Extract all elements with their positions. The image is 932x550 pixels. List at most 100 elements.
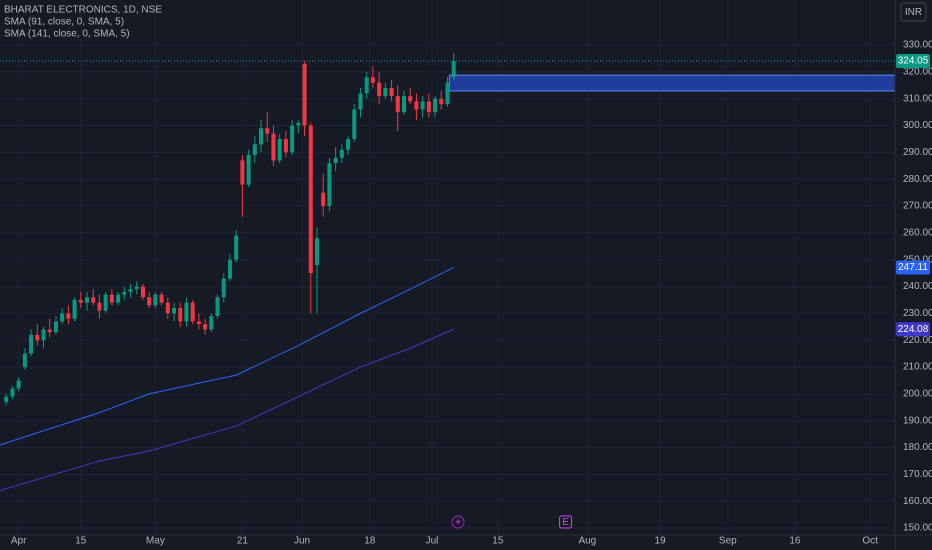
legend-entry: SMA (141, close, 0, SMA, 5) [4, 29, 130, 40]
candle-body [10, 388, 15, 397]
candle-body [227, 259, 232, 279]
chart-title: BHARAT ELECTRONICS, 1D, NSE [4, 5, 162, 16]
candle-body [401, 96, 407, 113]
candle-body [215, 297, 220, 317]
candle-body [66, 313, 71, 319]
event-icon[interactable] [451, 515, 465, 529]
price-badge [896, 322, 930, 337]
y-tick-label: 220.00 [903, 335, 932, 346]
candle-body [209, 316, 214, 330]
candle-body [172, 308, 177, 314]
candle-body [134, 286, 139, 290]
event-label[interactable]: E [562, 517, 569, 528]
candle-body [159, 294, 164, 303]
y-tick-label: 260.00 [903, 228, 932, 239]
y-tick-label: 180.00 [903, 442, 932, 453]
candle-body [277, 138, 282, 161]
candle-body [196, 321, 201, 325]
candle-body [153, 294, 158, 306]
candle-body [246, 155, 251, 185]
y-tick-label: 280.00 [903, 174, 932, 185]
candle-body [439, 98, 444, 105]
event-circle [451, 515, 465, 529]
candle-body [408, 96, 413, 102]
candle-body [109, 294, 114, 303]
sma-value-label: 224.08 [898, 324, 929, 335]
y-tick-label: 190.00 [903, 415, 932, 426]
candle-body [383, 88, 388, 97]
candle-body [234, 235, 239, 260]
x-tick-label: Aug [578, 536, 596, 547]
candle-body [122, 291, 127, 295]
x-tick-label: Apr [11, 536, 27, 547]
candle-body [78, 299, 83, 303]
event-marker[interactable] [559, 515, 573, 529]
candle-body [451, 61, 456, 78]
candle-body [352, 109, 357, 139]
price-badge [896, 54, 930, 69]
candle-body [147, 297, 152, 306]
candle-body [339, 149, 344, 158]
candle-body [389, 88, 394, 97]
y-tick-label: 170.00 [903, 469, 932, 480]
sma-line [0, 328, 454, 491]
y-tick-label: 230.00 [903, 308, 932, 319]
zone [448, 74, 896, 92]
candle-body [302, 63, 307, 126]
candle-body [364, 77, 369, 94]
x-tick-label: 18 [364, 536, 376, 547]
y-tick-label: 150.00 [903, 523, 932, 534]
candle-body [103, 294, 108, 311]
x-tick-label: Jul [426, 536, 439, 547]
y-tick-label: 320.00 [903, 67, 932, 78]
currency-box[interactable] [900, 2, 927, 22]
candle-body [29, 334, 34, 354]
candle-body [420, 101, 425, 110]
y-tick-label: 250.00 [903, 254, 932, 265]
candle-body [203, 324, 208, 330]
candle-body [283, 138, 288, 153]
y-tick-label: 300.00 [903, 120, 932, 131]
candle-body [426, 101, 431, 113]
candle-body [97, 302, 102, 311]
candle-body [395, 96, 400, 113]
candle-body [445, 82, 450, 105]
candle-body [252, 144, 257, 156]
candle-body [370, 77, 375, 83]
candle-body [221, 278, 226, 298]
candle-body [377, 82, 382, 97]
x-tick-label: 19 [655, 536, 667, 547]
candle-body [190, 302, 195, 322]
currency[interactable]: INR [905, 7, 922, 18]
candle-body [314, 238, 319, 266]
candle-body [321, 192, 326, 207]
y-tick-label: 240.00 [903, 281, 932, 292]
candle-body [84, 297, 90, 303]
price-badge [896, 260, 930, 275]
x-tick-label: 21 [237, 536, 249, 547]
candle-body [140, 286, 145, 298]
y-tick-label: 210.00 [903, 362, 932, 373]
sma-line [0, 267, 454, 446]
candle-body [16, 380, 21, 389]
candle-body [47, 329, 52, 333]
sma-value-label: 247.11 [898, 262, 928, 273]
x-tick-label: May [146, 536, 165, 547]
y-tick-label: 160.00 [903, 496, 932, 507]
x-tick-label: Oct [862, 536, 878, 547]
y-tick-label: 270.00 [903, 201, 932, 212]
x-tick-label: 15 [75, 536, 87, 547]
candle-body [308, 125, 313, 274]
x-tick-label: 15 [492, 536, 504, 547]
candle-body [358, 93, 363, 110]
candle-body [296, 122, 301, 126]
plot [0, 53, 896, 491]
candle-body [4, 396, 9, 402]
candle-body [290, 125, 295, 153]
candle-body [41, 329, 46, 341]
y-tick-label: 200.00 [903, 389, 932, 400]
candle-body [91, 297, 96, 303]
candle-body [35, 334, 40, 341]
candle-body [433, 98, 438, 113]
